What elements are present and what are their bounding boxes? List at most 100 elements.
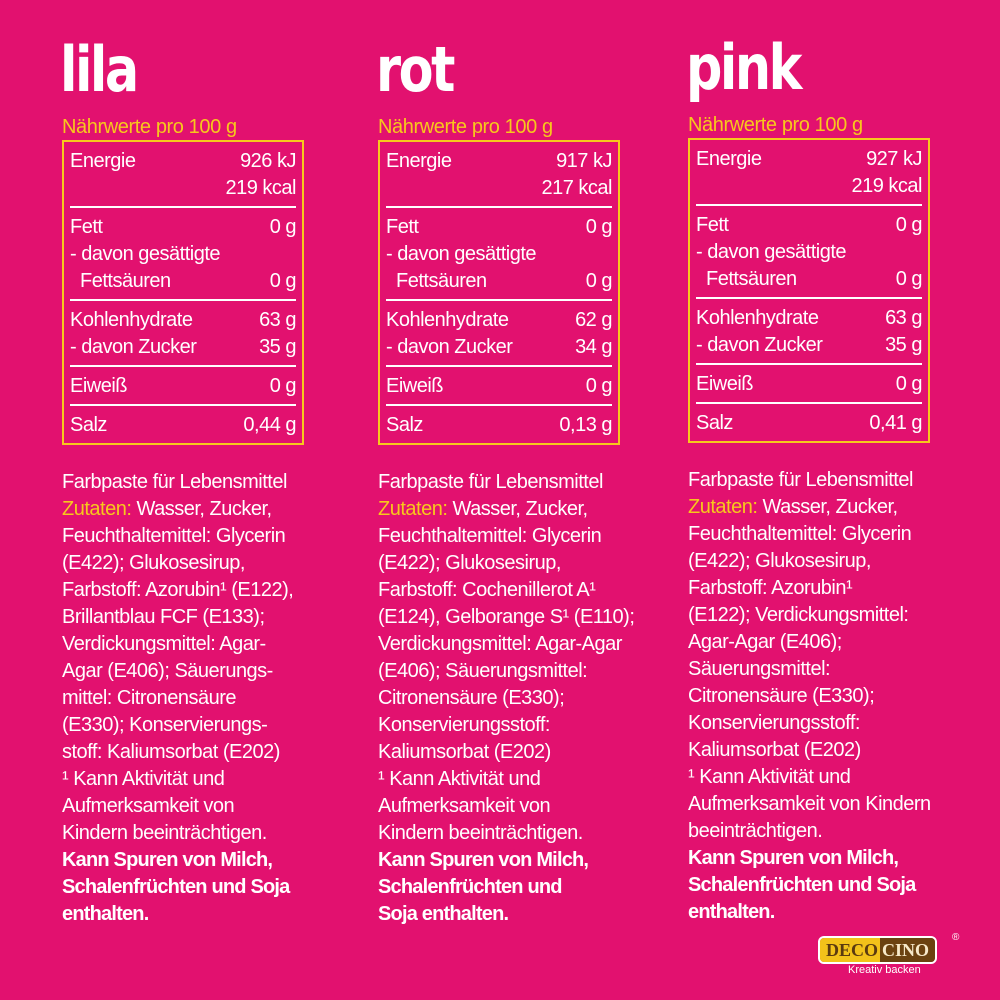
value: 927 kJ [866, 148, 922, 170]
value: 219 kcal [851, 175, 923, 197]
ingredient-line: Agar (E406); Säuerungs- [62, 660, 273, 682]
label: Fett [70, 216, 103, 238]
label: - davon Zucker [696, 334, 823, 356]
value: 917 kJ [556, 150, 612, 172]
ingredient-line: Wasser, Zucker, [131, 498, 272, 520]
value: 63 g [885, 307, 922, 329]
fat-section: Fett 0 g - davon gesättigte Fettsäuren 0 g [386, 208, 613, 301]
protein-section: Eiweiß 0 g [696, 365, 923, 404]
allergen-line: enthalten. [688, 901, 775, 923]
label: Kohlenhydrate [386, 309, 509, 331]
registered-mark: ® [952, 932, 960, 943]
ingredient-line: Brillantblau FCF (E133); [62, 606, 265, 628]
ingredient-line: (E422); Glukosesirup, [62, 552, 245, 574]
ingredients-text: Farbpaste für Lebensmittel Zutaten: Wass… [688, 467, 938, 926]
allergen-line: Kann Spuren von Milch, [378, 849, 589, 871]
value: 219 kcal [225, 177, 297, 199]
ingredient-line: Citronensäure (E330); [688, 685, 875, 707]
ingredient-line: Farbstoff: Azorubin¹ (E122), [62, 579, 294, 601]
value: 0 g [895, 214, 923, 236]
carbs-section: Kohlenhydrate 62 g - davon Zucker 34 g [386, 301, 612, 367]
label: Fett [696, 214, 729, 236]
value: 217 kcal [541, 177, 613, 199]
ingredient-line: (E124), Gelborange S¹ (E110); [378, 606, 635, 628]
ingredient-line: Aufmerksamkeit von Kindern [688, 793, 931, 815]
ingredient-line: mittel: Citronensäure [62, 687, 237, 709]
label: - davon gesättigte [70, 243, 221, 265]
ingredient-line: Citronensäure (E330); [378, 687, 565, 709]
ingredient-line: Konservierungsstoff: [688, 712, 860, 734]
salt-section: Salz 0,44 g [70, 406, 296, 443]
logo-tagline: Kreativ backen [848, 964, 921, 976]
ingredient-line: Feuchthaltemittel: Glycerin [62, 525, 286, 547]
product-title: rot [376, 33, 455, 106]
ingredient-line: Aufmerksamkeit von [62, 795, 235, 817]
product-column-lila: lila Nährwerte pro 100 g Energie 926 kJ 2… [60, 30, 312, 928]
value: 0 g [895, 268, 923, 290]
label: Eiweiß [70, 375, 128, 397]
ingredients-label: Zutaten: [378, 498, 448, 520]
ingredient-line: Feuchthaltemittel: Glycerin [688, 523, 912, 545]
energy-section: Energie 926 kJ 219 kcal [70, 142, 296, 208]
ingredient-line: Kindern beeinträchtigen. [378, 822, 583, 844]
label: Fettsäuren [80, 270, 171, 292]
ingredient-line: Feuchthaltemittel: Glycerin [378, 525, 602, 547]
label: - davon Zucker [386, 336, 513, 358]
energy-section: Energie 917 kJ 217 kcal [386, 142, 612, 208]
ingredient-line: stoff: Kaliumsorbat (E202) [62, 741, 280, 763]
salt-section: Salz 0,13 g [386, 406, 612, 443]
allergen-line: Kann Spuren von Milch, [688, 847, 899, 869]
nutrition-table: Energie 926 kJ 219 kcal Fett 0 g - davon g… [62, 140, 304, 445]
ingredients-label: Zutaten: [688, 496, 758, 518]
allergen-line: Kann Spuren von Milch, [62, 849, 273, 871]
value: 0,44 g [243, 414, 296, 436]
ingredient-line: Wasser, Zucker, [447, 498, 588, 520]
ingredient-line: beeinträchtigen. [688, 820, 823, 842]
value: 0 g [585, 270, 613, 292]
energy-section: Energie 927 kJ 219 kcal [696, 140, 922, 206]
ingredient-line: Wasser, Zucker, [757, 496, 898, 518]
label: - davon gesättigte [696, 241, 847, 263]
carbs-section: Kohlenhydrate 63 g - davon Zucker 35 g [70, 301, 296, 367]
product-column-pink: pink Nährwerte pro 100 g Energie 927 kJ 2… [686, 28, 938, 926]
ingredient-line: (E422); Glukosesirup, [378, 552, 561, 574]
ingredient-line: Kindern beeinträchtigen. [62, 822, 267, 844]
product-description: Farbpaste für Lebensmittel [62, 471, 287, 493]
logo-text-right: CINO [880, 938, 936, 962]
label: Eiweiß [386, 375, 444, 397]
fat-section: Fett 0 g - davon gesättigte Fettsäuren 0 g [70, 208, 297, 301]
label: - davon Zucker [70, 336, 197, 358]
product-description: Farbpaste für Lebensmittel [378, 471, 603, 493]
ingredients-text: Farbpaste für Lebensmittel Zutaten: Wass… [62, 469, 312, 928]
label: Kohlenhydrate [696, 307, 819, 329]
label: - davon gesättigte [386, 243, 537, 265]
ingredient-line: Farbstoff: Cochenillerot A¹ [378, 579, 596, 601]
value: 62 g [575, 309, 612, 331]
ingredient-line: ¹ Kann Aktivität und [378, 768, 541, 790]
label: Salz [386, 414, 423, 436]
value: 0 g [585, 375, 613, 397]
allergen-line: enthalten. [62, 903, 149, 925]
logo-badge: DECO CINO [818, 936, 938, 964]
ingredient-line: (E406); Säuerungsmittel: [378, 660, 588, 682]
ingredient-line: Agar-Agar (E406); [688, 631, 842, 653]
product-title: pink [686, 31, 802, 104]
ingredient-line: (E422); Glukosesirup, [688, 550, 871, 572]
allergen-line: Soja enthalten. [378, 903, 509, 925]
protein-section: Eiweiß 0 g [70, 367, 297, 406]
nutrition-heading: Nährwerte pro 100 g [688, 114, 863, 136]
value: 0 g [269, 270, 297, 292]
ingredient-line: Kaliumsorbat (E202) [378, 741, 551, 763]
allergen-line: Schalenfrüchten und Soja [688, 874, 916, 896]
nutrition-table: Energie 917 kJ 217 kcal Fett 0 g - davon g… [378, 140, 620, 445]
label: Energie [70, 150, 136, 172]
decocino-logo: DECO CINO ® Kreativ backen [818, 932, 959, 976]
salt-section: Salz 0,41 g [696, 404, 922, 441]
protein-section: Eiweiß 0 g [386, 367, 613, 406]
ingredient-line: ¹ Kann Aktivität und [688, 766, 851, 788]
label: Fettsäuren [706, 268, 797, 290]
allergen-line: Schalenfrüchten und Soja [62, 876, 290, 898]
ingredient-line: Kaliumsorbat (E202) [688, 739, 861, 761]
value: 63 g [259, 309, 296, 331]
ingredient-line: Verdickungsmittel: Agar- [62, 633, 266, 655]
